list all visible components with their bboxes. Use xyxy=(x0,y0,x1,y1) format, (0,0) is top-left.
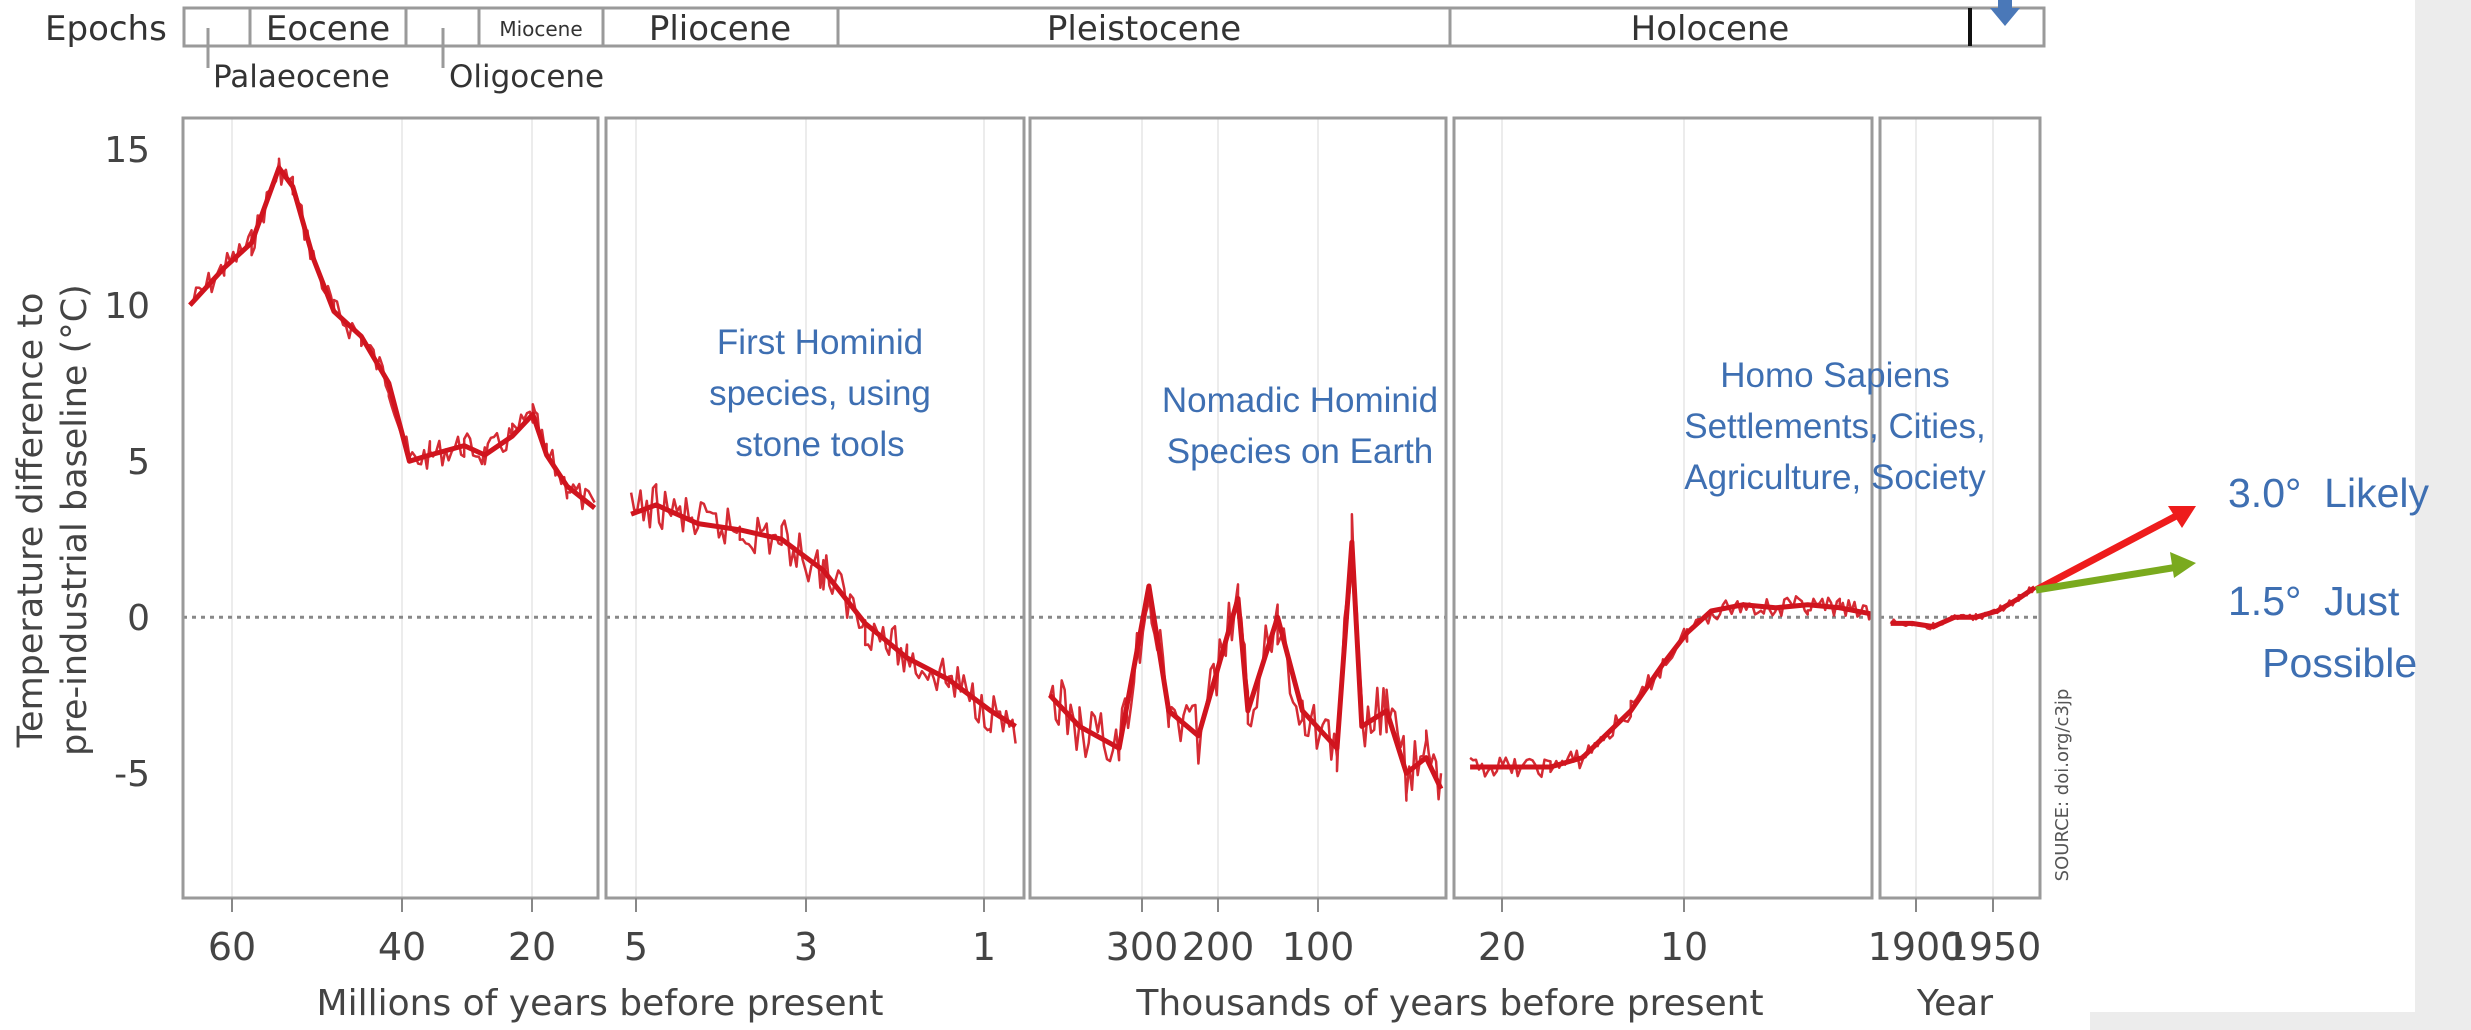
series-noise-thousands-2 xyxy=(1469,595,1874,779)
grid xyxy=(231,118,1994,898)
x-tick-label: 1950 xyxy=(1945,925,2042,969)
x-tick-label: 200 xyxy=(1182,925,1255,969)
epoch-bar: Epochs Palaeocene Eocene Oligocene Mioce… xyxy=(45,0,2046,95)
x-tick-label: 1900 xyxy=(1868,925,1965,969)
series-line-millions-2 xyxy=(630,502,1017,729)
x-axis-title-year: Year xyxy=(1916,983,1993,1024)
y-axis-label-line2: pre-industrial baseline (°C) xyxy=(55,284,95,756)
series-noise-millions-2 xyxy=(629,483,1017,744)
epoch-holocene: Holocene xyxy=(1631,9,1790,49)
temperature-series xyxy=(188,157,2037,802)
x-tick-label: 60 xyxy=(208,925,256,969)
x-tick-label: 3 xyxy=(794,925,818,969)
panel-millions-2 xyxy=(604,116,1026,900)
panel-thousands-2 xyxy=(1452,116,1874,900)
x-tick-label: 20 xyxy=(1478,925,1526,969)
x-axis-title-thousands: Thousands of years before present xyxy=(1135,983,1763,1024)
annotation-homo-sapiens: Homo Sapiens Settlements, Cities, Agricu… xyxy=(1684,356,1986,497)
panel-thousands-1 xyxy=(1028,116,1448,900)
panel-years xyxy=(1878,116,2042,900)
x-tick-label: 40 xyxy=(378,925,426,969)
epoch-pliocene: Pliocene xyxy=(649,9,791,49)
annotation-first-hominid: First Hominid species, using stone tools xyxy=(709,323,931,464)
x-tick-label: 5 xyxy=(624,925,648,969)
series-noise-thousands-1 xyxy=(1048,513,1443,802)
epoch-eocene: Eocene xyxy=(266,9,390,49)
series-noise-millions-1 xyxy=(189,157,596,511)
x-axis-title-millions: Millions of years before present xyxy=(317,983,884,1024)
y-tick-label: 10 xyxy=(104,286,150,327)
series-noise-years xyxy=(1889,586,2036,631)
y-tick-label: 15 xyxy=(104,130,150,171)
side-margin xyxy=(2415,0,2471,1030)
epoch-oligocene: Oligocene xyxy=(449,59,604,95)
x-tick-label: 20 xyxy=(508,925,556,969)
y-tick-label: 0 xyxy=(127,598,150,639)
projection-label-3-0: 3.0° Likely xyxy=(2228,470,2429,516)
projection-label-1-5: 1.5° Just Possible xyxy=(2228,578,2418,686)
source-note: SOURCE: doi.org/c3jp xyxy=(2052,689,2073,882)
projection-arrow-3-0 xyxy=(2034,511,2180,594)
panel-millions-1 xyxy=(181,116,600,900)
epoch-palaeocene: Palaeocene xyxy=(213,59,390,95)
epochs-label: Epochs xyxy=(45,9,167,49)
x-tick-label: 1 xyxy=(972,925,996,969)
annotation-nomadic-hominid: Nomadic Hominid Species on Earth xyxy=(1161,381,1439,471)
x-tick-label: 10 xyxy=(1660,925,1708,969)
y-tick-label: 5 xyxy=(127,442,150,483)
down-arrow-icon xyxy=(1990,0,2020,26)
projection-arrow-1-5 xyxy=(2035,563,2179,594)
panel-frames xyxy=(181,116,2042,900)
series-line-millions-1 xyxy=(188,165,597,510)
y-tick-label: -5 xyxy=(114,754,150,795)
series-line-thousands-2 xyxy=(1470,602,1873,770)
x-tick-label: 100 xyxy=(1282,925,1355,969)
projection-arrows xyxy=(2034,506,2196,594)
series-line-years xyxy=(1890,585,2037,630)
epoch-pleistocene: Pleistocene xyxy=(1047,9,1241,49)
y-ticks: 15 10 5 0 -5 xyxy=(104,130,150,795)
bottom-margin xyxy=(2090,1012,2415,1030)
x-tick-label: 300 xyxy=(1106,925,1179,969)
y-axis-label-line1: Temperature difference to xyxy=(11,293,51,749)
epoch-miocene: Miocene xyxy=(499,17,582,41)
